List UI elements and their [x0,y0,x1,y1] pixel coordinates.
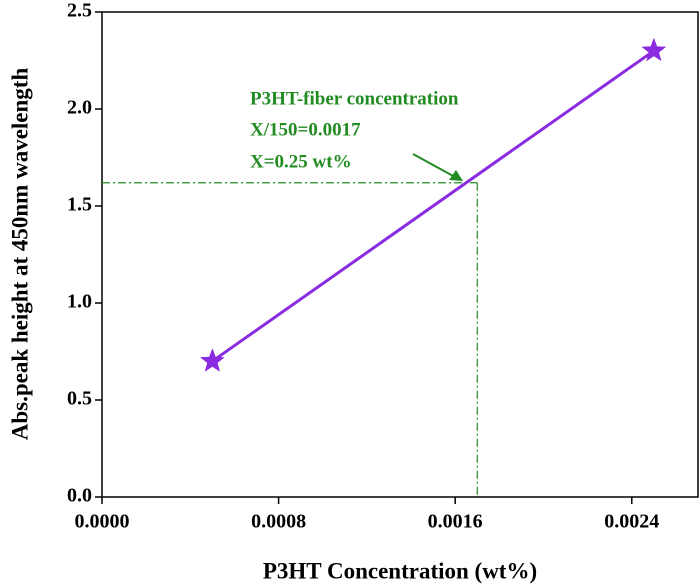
annotation: X=0.25 wt% [250,151,352,172]
y-tick-label: 2.0 [67,97,92,119]
annotation: P3HT-fiber concentration [250,88,459,109]
series-line [211,49,655,363]
star-marker [200,348,225,372]
y-tick-label: 0.5 [67,388,92,410]
y-tick-label: 0.0 [67,485,92,507]
x-tick-label: 0.0016 [428,511,483,533]
x-tick-label: 0.0024 [604,511,659,533]
x-axis-title: P3HT Concentration (wt%) [263,558,537,583]
y-tick-label: 2.5 [67,0,92,22]
annotation-arrow [412,153,463,181]
annotation: X/150=0.0017 [250,119,361,140]
star-marker [641,37,667,62]
x-tick-label: 0.0008 [251,511,306,533]
y-axis-title: Abs.peak height at 450nm wavelength [7,68,32,441]
y-tick-label: 1.0 [67,291,92,313]
plot-frame [101,11,699,498]
y-tick-label: 1.5 [67,194,92,216]
x-tick-label: 0.0000 [75,511,130,533]
